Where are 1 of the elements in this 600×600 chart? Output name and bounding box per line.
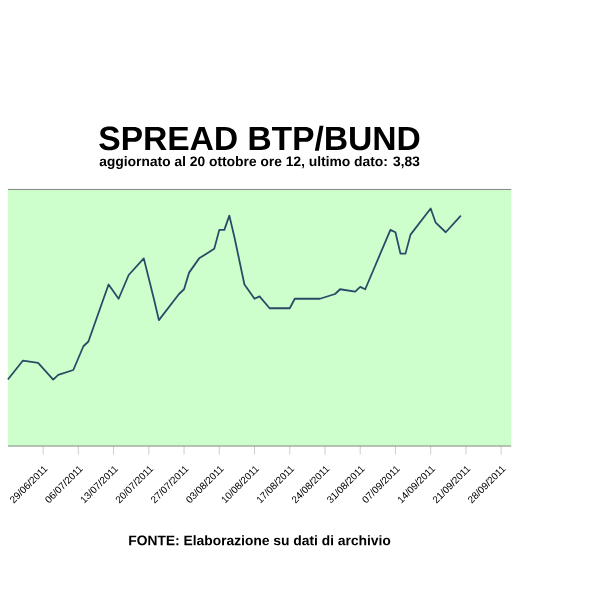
chart-title: SPREAD BTP/BUND (99, 125, 420, 151)
